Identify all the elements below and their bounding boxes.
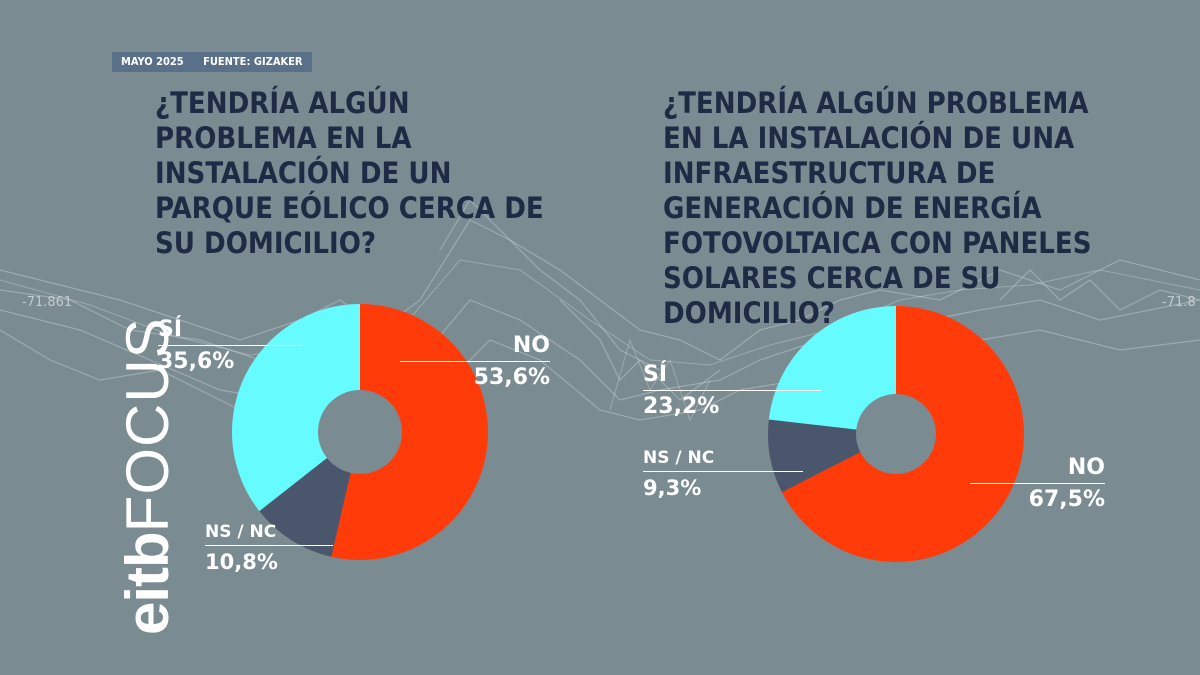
chart2-si-value: 23,2%: [643, 394, 720, 419]
chart2-no-name: NO: [1067, 455, 1105, 480]
source-tag: MAYO 2025 FUENTE: GIZAKER: [112, 52, 312, 72]
chart2-label-si: SÍ 23,2%: [643, 362, 821, 420]
chart2-nsnc-value: 9,3%: [643, 476, 702, 500]
chart2-donut-hole: [856, 394, 936, 474]
chart1-no-name: NO: [512, 333, 550, 358]
chart2-slice-si: [768, 306, 896, 434]
chart1-label-nsnc: NS / NC 10,8%: [205, 521, 333, 575]
survey-date: MAYO 2025: [121, 55, 184, 68]
chart1-label-si: SÍ 35,6%: [158, 317, 303, 375]
chart1-no-value: 53,6%: [473, 365, 550, 390]
chart1-donut-hole: [318, 390, 402, 474]
question-1-title: ¿TENDRÍA ALGÚN PROBLEMA EN LA INSTALACIÓ…: [155, 86, 544, 260]
chart1-slice-no: [331, 304, 488, 560]
chart1-si-name: SÍ: [158, 317, 183, 342]
chart1-si-value: 35,6%: [158, 349, 235, 374]
chart1-slice-si: [232, 304, 360, 512]
chart2-si-name: SÍ: [643, 362, 668, 387]
chart1-nsnc-name: NS / NC: [205, 522, 277, 542]
chart2-no-value: 67,5%: [1028, 487, 1105, 512]
chart2-label-nsnc: NS / NC 9,3%: [643, 447, 803, 501]
chart2-nsnc-name: NS / NC: [643, 448, 715, 468]
question-2-title: ¿TENDRÍA ALGÚN PROBLEMA EN LA INSTALACIÓ…: [663, 86, 1092, 330]
chart2-label-no: NO 67,5%: [970, 455, 1105, 513]
survey-source: FUENTE: GIZAKER: [203, 55, 303, 68]
chart1-label-no: NO 53,6%: [400, 333, 550, 391]
chart1-nsnc-value: 10,8%: [205, 550, 278, 574]
background-readout-left: -71.861: [22, 295, 72, 310]
background-readout-right: -71.8: [1162, 295, 1196, 310]
